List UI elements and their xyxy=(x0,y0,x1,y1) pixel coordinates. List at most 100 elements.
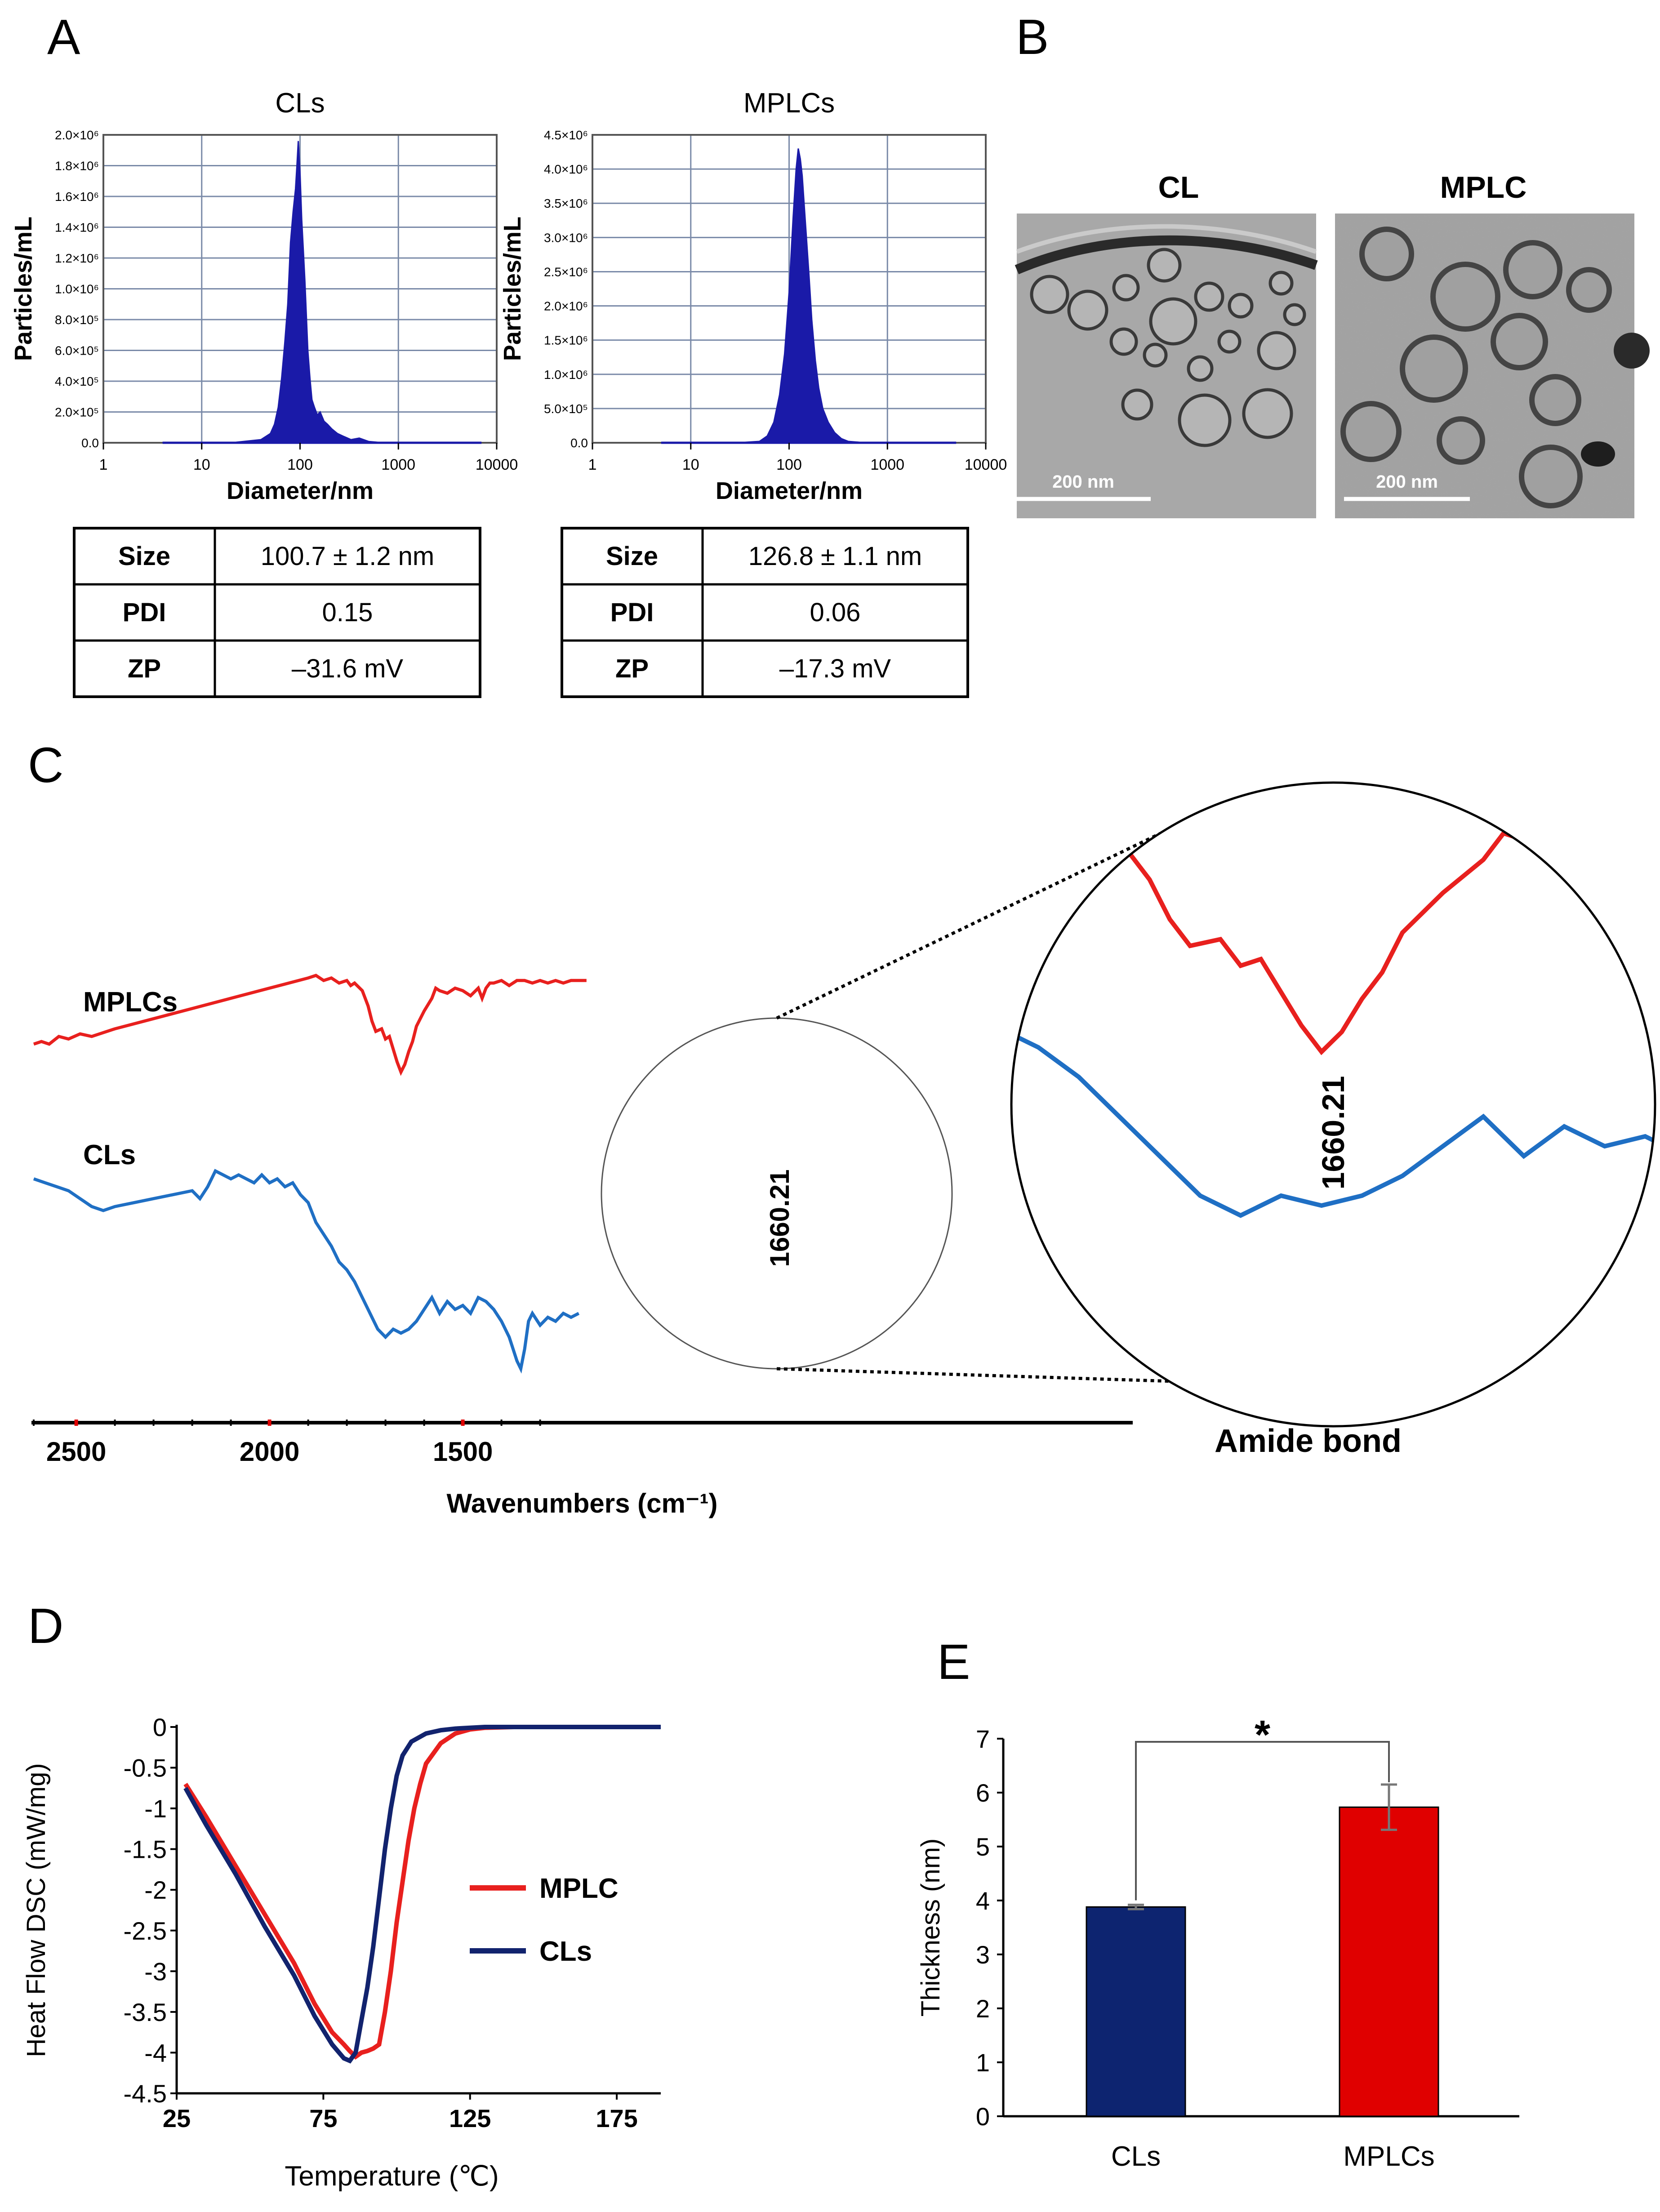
y-tick-label: 0.0 xyxy=(570,436,588,450)
x-tick-label: MPLCs xyxy=(1343,2141,1434,2172)
y-tick-label: 3.0×10⁶ xyxy=(544,231,588,245)
significance-marker: * xyxy=(1255,1713,1270,1758)
panel-label-b: B xyxy=(1016,9,1049,65)
x-tick-label: 1500 xyxy=(433,1437,493,1467)
y-axis-label: Thickness (nm) xyxy=(916,1838,945,2016)
thickness-bar-chart: 0 1 2 3 4 5 6 7 Thickness (nm) CLs MPLCs * xyxy=(916,1713,1519,2172)
y-tick-label: -3.5 xyxy=(124,1998,167,2026)
y-tick-label: 2.0×10⁵ xyxy=(55,405,99,419)
x-tick-label: 10000 xyxy=(476,456,518,473)
y-tick-label: 2.0×10⁶ xyxy=(544,299,588,313)
legend-label-cls: CLs xyxy=(539,1936,592,1967)
y-tick-label: 0.0 xyxy=(81,436,99,450)
y-tick-label: 4.0×10⁵ xyxy=(55,374,99,388)
scale-bar-label: 200 nm xyxy=(1376,472,1438,492)
x-tick-label: 1 xyxy=(588,456,597,473)
x-tick-label: 10 xyxy=(193,456,210,473)
inset-series-mplcs xyxy=(1011,797,1655,1055)
series-label-cls: CLs xyxy=(83,1139,136,1171)
peak-label: 1660.21 xyxy=(765,1170,795,1267)
y-tick-label: -4.5 xyxy=(124,2079,167,2108)
panel-label-c: C xyxy=(28,738,63,793)
series-line-mplc xyxy=(183,1725,661,2060)
y-tick-label: 7 xyxy=(976,1725,990,1753)
table-key-zp: ZP xyxy=(615,654,649,683)
y-tick-label: 1 xyxy=(976,2048,990,2077)
x-tick-label: 1000 xyxy=(870,456,904,473)
y-tick-label: 1.6×10⁶ xyxy=(55,190,99,204)
y-tick-label: 0 xyxy=(976,2102,990,2131)
y-tick-label: -3 xyxy=(144,1957,167,1985)
y-tick-label: 3.5×10⁶ xyxy=(544,196,588,210)
nta-histogram-mplcs: MPLCs 1 10 100 1000 10000 0.0 5.0×10⁵ 1.0×10⁶ 1.5… xyxy=(499,88,1007,504)
y-tick-label: 6.0×10⁵ xyxy=(55,344,99,358)
significance-bracket xyxy=(1135,1741,1390,1900)
x-tick-label: 2500 xyxy=(46,1437,106,1467)
bar-mplcs xyxy=(1339,1806,1439,2117)
y-tick-label: -0.5 xyxy=(124,1754,167,1782)
y-tick-label: 1.4×10⁶ xyxy=(55,221,99,235)
y-tick-label: 6 xyxy=(976,1779,990,1807)
panel-label-e: E xyxy=(937,1634,970,1690)
nta-table-mplcs: Size 126.8 ± 1.1 nm PDI 0.06 ZP –17.3 mV xyxy=(561,527,969,698)
ftir-chart: 2500 2000 1500 Wavenumbers (cm⁻¹) MPLCs CLs 16… xyxy=(31,781,1656,1518)
inset-background xyxy=(1011,783,1655,1426)
histogram-area xyxy=(661,148,957,444)
y-tick-label: -1 xyxy=(144,1794,167,1823)
table-value-pdi: 0.15 xyxy=(322,598,373,627)
x-axis-label: Wavenumbers (cm⁻¹) xyxy=(447,1488,718,1518)
legend-label-mplc: MPLC xyxy=(539,1873,619,1904)
tem-title-mplc: MPLC xyxy=(1440,170,1527,205)
y-tick-label: 0 xyxy=(153,1713,167,1741)
chart-title: MPLCs xyxy=(743,88,835,119)
panel-label-a: A xyxy=(47,9,80,65)
y-tick-label: 4.5×10⁶ xyxy=(544,128,588,142)
table-key-size: Size xyxy=(606,542,658,571)
y-tick-label: 1.8×10⁶ xyxy=(55,159,99,173)
y-tick-label: -2 xyxy=(144,1876,167,1904)
y-axis-label: Particles/mL xyxy=(10,217,37,361)
nta-histogram-cls: CLs 1 10 100 1000 10000 0.0 2.0×10⁵ 4.0×10⁵ 6.0×1… xyxy=(10,88,518,504)
table-value-zp: –31.6 mV xyxy=(292,654,404,683)
x-tick-label: 10000 xyxy=(965,456,1007,473)
x-tick-label: 25 xyxy=(163,2104,191,2132)
y-tick-label: 1.0×10⁶ xyxy=(544,368,588,382)
y-tick-label: 4.0×10⁶ xyxy=(544,162,588,176)
y-tick-label: 1.5×10⁶ xyxy=(544,334,588,347)
series-line-cls xyxy=(183,1725,661,2064)
x-tick-label: 100 xyxy=(287,456,313,473)
x-tick-label: 1 xyxy=(99,456,108,473)
bar-cls xyxy=(1086,1906,1186,2117)
y-tick-label: 5 xyxy=(976,1833,990,1861)
y-tick-label: 8.0×10⁵ xyxy=(55,313,99,327)
table-value-pdi: 0.06 xyxy=(810,598,861,627)
y-axis-label: Particles/mL xyxy=(499,217,526,361)
table-value-zp: –17.3 mV xyxy=(779,654,891,683)
x-tick-label: 125 xyxy=(449,2104,491,2132)
x-axis-label: Diameter/nm xyxy=(716,477,863,504)
x-tick-label: 100 xyxy=(776,456,802,473)
scale-bar-label: 200 nm xyxy=(1052,472,1114,492)
x-tick-label: CLs xyxy=(1111,2141,1161,2172)
x-tick-label: 175 xyxy=(596,2104,637,2132)
y-tick-label: 4 xyxy=(976,1887,990,1915)
inset-peak-label: 1660.21 xyxy=(1316,1076,1351,1189)
dsc-chart: 0 -0.5 -1 -1.5 -2 -2.5 -3 -3.5 -4 -4.525 75 125 175 T… xyxy=(22,1713,661,2192)
table-key-pdi: PDI xyxy=(610,598,654,627)
table-value-size: 100.7 ± 1.2 nm xyxy=(261,542,435,571)
table-key-zp: ZP xyxy=(128,654,161,683)
series-line-mplcs xyxy=(33,974,587,1076)
y-tick-label: 2 xyxy=(976,1994,990,2023)
series-label-mplcs: MPLCs xyxy=(83,987,178,1018)
x-tick-label: 2000 xyxy=(240,1437,299,1467)
y-tick-label: -1.5 xyxy=(124,1835,167,1864)
x-tick-label: 1000 xyxy=(381,456,415,473)
inset-content xyxy=(1011,797,1655,1299)
inset-circle xyxy=(1010,781,1656,1428)
y-tick-label: 5.0×10⁵ xyxy=(544,402,588,416)
series-line-cls xyxy=(33,1169,580,1374)
table-value-size: 126.8 ± 1.1 nm xyxy=(748,542,922,571)
tem-image-mplc: MPLC 200 nm xyxy=(1335,170,1650,518)
y-tick-label: 1.0×10⁶ xyxy=(55,282,99,296)
